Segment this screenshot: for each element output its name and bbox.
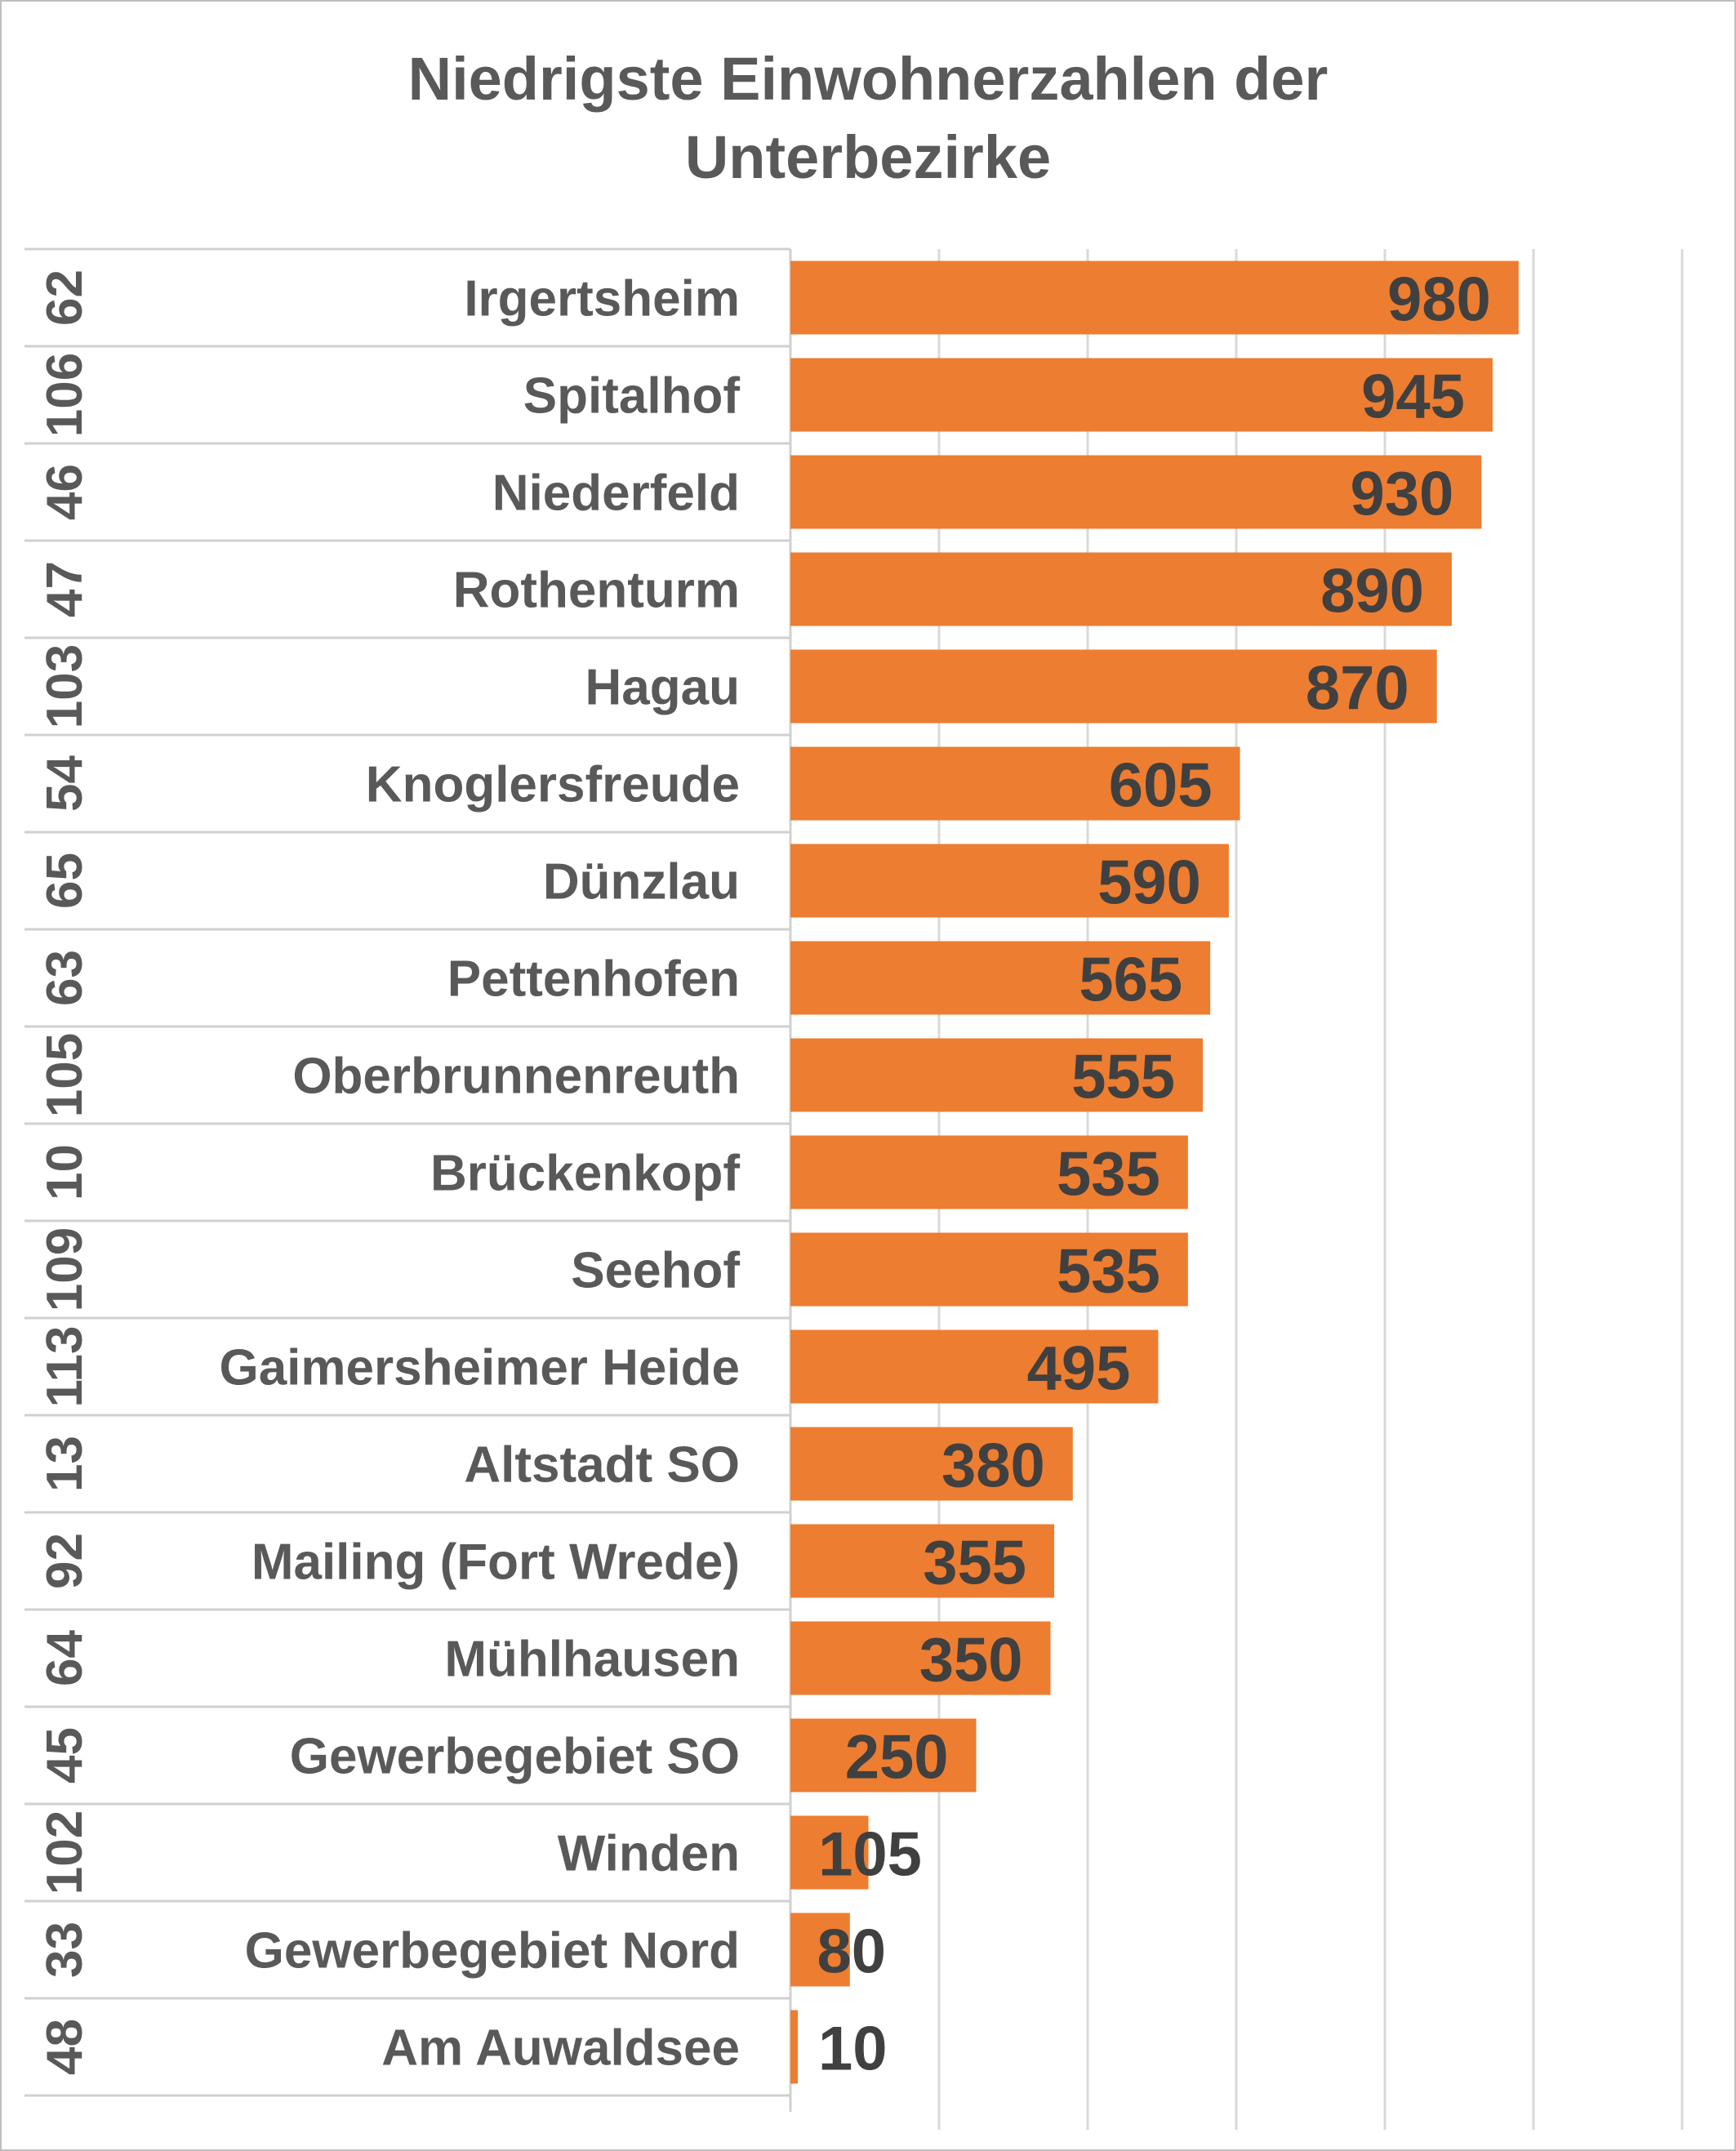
data-label: 605	[1109, 751, 1213, 821]
row-code-label: 113	[37, 1325, 93, 1407]
row-code-label: 92	[37, 1533, 93, 1589]
row-code-label: 47	[37, 561, 93, 617]
data-label: 890	[1320, 557, 1424, 626]
bar	[790, 1621, 1051, 1695]
data-label: 80	[817, 1917, 887, 1987]
chart-title-line-1: Niedrigste Einwohnerzahlen der	[408, 45, 1329, 113]
data-label: 590	[1097, 848, 1201, 918]
data-label: 250	[845, 1723, 949, 1792]
bar	[790, 649, 1437, 724]
bar	[790, 1038, 1204, 1112]
data-labels: 980 945 930 890 870 605 590 565 555 535 535 495 380 3…	[817, 265, 1491, 2084]
category-label: Gewerbegebiet SO	[290, 1729, 740, 1785]
bar	[790, 746, 1240, 821]
row-code-label: 62	[37, 269, 93, 326]
bar	[790, 1524, 1055, 1598]
bar	[790, 552, 1452, 626]
category-label: Hagau	[585, 660, 740, 716]
category-label: Am Auwaldsee	[381, 2020, 740, 2077]
data-label: 980	[1387, 265, 1491, 335]
bar	[790, 1135, 1188, 1209]
category-label: Oberbrunnenreuth	[292, 1049, 740, 1105]
bar	[790, 1913, 850, 1987]
row-code-label: 102	[37, 1810, 93, 1895]
category-label: Dünzlau	[543, 854, 740, 911]
bar	[790, 941, 1211, 1015]
data-label: 535	[1057, 1140, 1160, 1209]
category-label: Altstadt SO	[464, 1437, 740, 1494]
data-label: 105	[818, 1820, 922, 1890]
data-label: 930	[1350, 460, 1453, 529]
row-code-label: 103	[37, 644, 93, 728]
data-label: 555	[1071, 1043, 1175, 1112]
data-label: 350	[919, 1626, 1023, 1695]
category-label: Irgertsheim	[464, 271, 740, 327]
row-code-label: 109	[37, 1227, 93, 1312]
row-code-label: 13	[37, 1436, 93, 1492]
bar	[790, 1718, 977, 1792]
category-label: Rothenturm	[453, 563, 740, 619]
data-label: 535	[1057, 1237, 1160, 1307]
bar	[790, 2010, 799, 2084]
category-label: Spitalhof	[523, 368, 741, 425]
bar	[790, 844, 1229, 918]
bar	[790, 358, 1493, 432]
bar	[790, 1427, 1073, 1501]
category-label: Pettenhofen	[447, 951, 740, 1008]
category-label: Mailing (Fort Wrede)	[251, 1534, 740, 1591]
data-label: 565	[1079, 946, 1182, 1015]
row-code-label: 46	[37, 464, 93, 520]
row-code-label: 48	[37, 2019, 93, 2075]
chart-title-line-2: Unterbezirke	[685, 123, 1051, 191]
category-label: Brückenkopf	[430, 1146, 740, 1202]
row-code-label: 64	[37, 1630, 93, 1686]
category-label: Winden	[558, 1826, 740, 1882]
category-label: Niederfeld	[492, 465, 740, 522]
category-label: Mühlhausen	[444, 1632, 740, 1688]
category-label: Gaimersheimer Heide	[219, 1340, 740, 1396]
data-label: 945	[1361, 363, 1465, 432]
bars	[790, 261, 1519, 2084]
data-label: 495	[1027, 1334, 1131, 1404]
data-label: 355	[923, 1529, 1026, 1598]
category-label: Seehof	[571, 1243, 740, 1299]
row-code-label: 54	[37, 755, 93, 812]
row-code-label: 65	[37, 853, 93, 909]
data-label: 380	[941, 1432, 1045, 1501]
category-label: Gewerbegebiet Nord	[245, 1923, 740, 1980]
row-code-label: 10	[37, 1144, 93, 1200]
row-code-label: 106	[37, 353, 93, 437]
bar	[790, 261, 1519, 335]
category-table: 62 Irgertsheim 106 Spitalhof 46 Niederfeld 47 R…	[24, 247, 792, 2112]
data-label: 870	[1306, 654, 1409, 724]
bar	[790, 1232, 1188, 1307]
row-code-label: 105	[37, 1033, 93, 1117]
category-label: Knoglersfreude	[366, 757, 740, 813]
data-label: 10	[818, 2015, 888, 2084]
bar	[790, 1329, 1159, 1404]
row-code-label: 63	[37, 950, 93, 1006]
bar	[790, 455, 1482, 529]
row-code-label: 33	[37, 1922, 93, 1978]
bar	[790, 1815, 869, 1890]
row-code-label: 45	[37, 1727, 93, 1784]
